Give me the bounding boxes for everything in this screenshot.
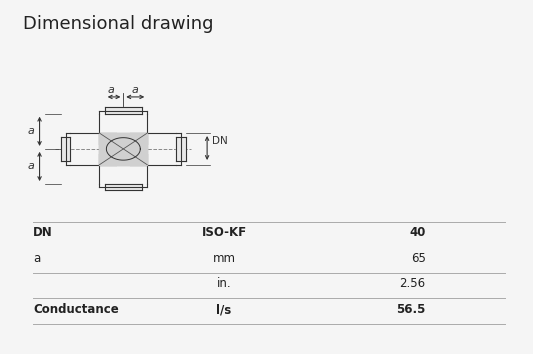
Text: a: a: [108, 85, 115, 95]
Text: a: a: [132, 85, 139, 95]
Text: DN: DN: [33, 226, 53, 239]
Text: l/s: l/s: [216, 303, 232, 316]
Polygon shape: [105, 108, 142, 114]
Text: ISO-KF: ISO-KF: [201, 226, 247, 239]
Text: Dimensional drawing: Dimensional drawing: [22, 16, 213, 33]
Text: mm: mm: [213, 252, 236, 265]
Text: a: a: [27, 126, 34, 136]
Polygon shape: [105, 184, 142, 190]
Text: DN: DN: [213, 136, 228, 146]
Text: a: a: [27, 161, 34, 171]
Text: in.: in.: [217, 278, 231, 290]
Polygon shape: [100, 133, 147, 165]
Text: 65: 65: [411, 252, 425, 265]
Text: a: a: [33, 252, 41, 265]
Polygon shape: [61, 137, 70, 161]
Text: 2.56: 2.56: [399, 278, 425, 290]
Polygon shape: [176, 137, 186, 161]
Text: 40: 40: [409, 226, 425, 239]
Text: Conductance: Conductance: [33, 303, 119, 316]
Text: 56.5: 56.5: [396, 303, 425, 316]
